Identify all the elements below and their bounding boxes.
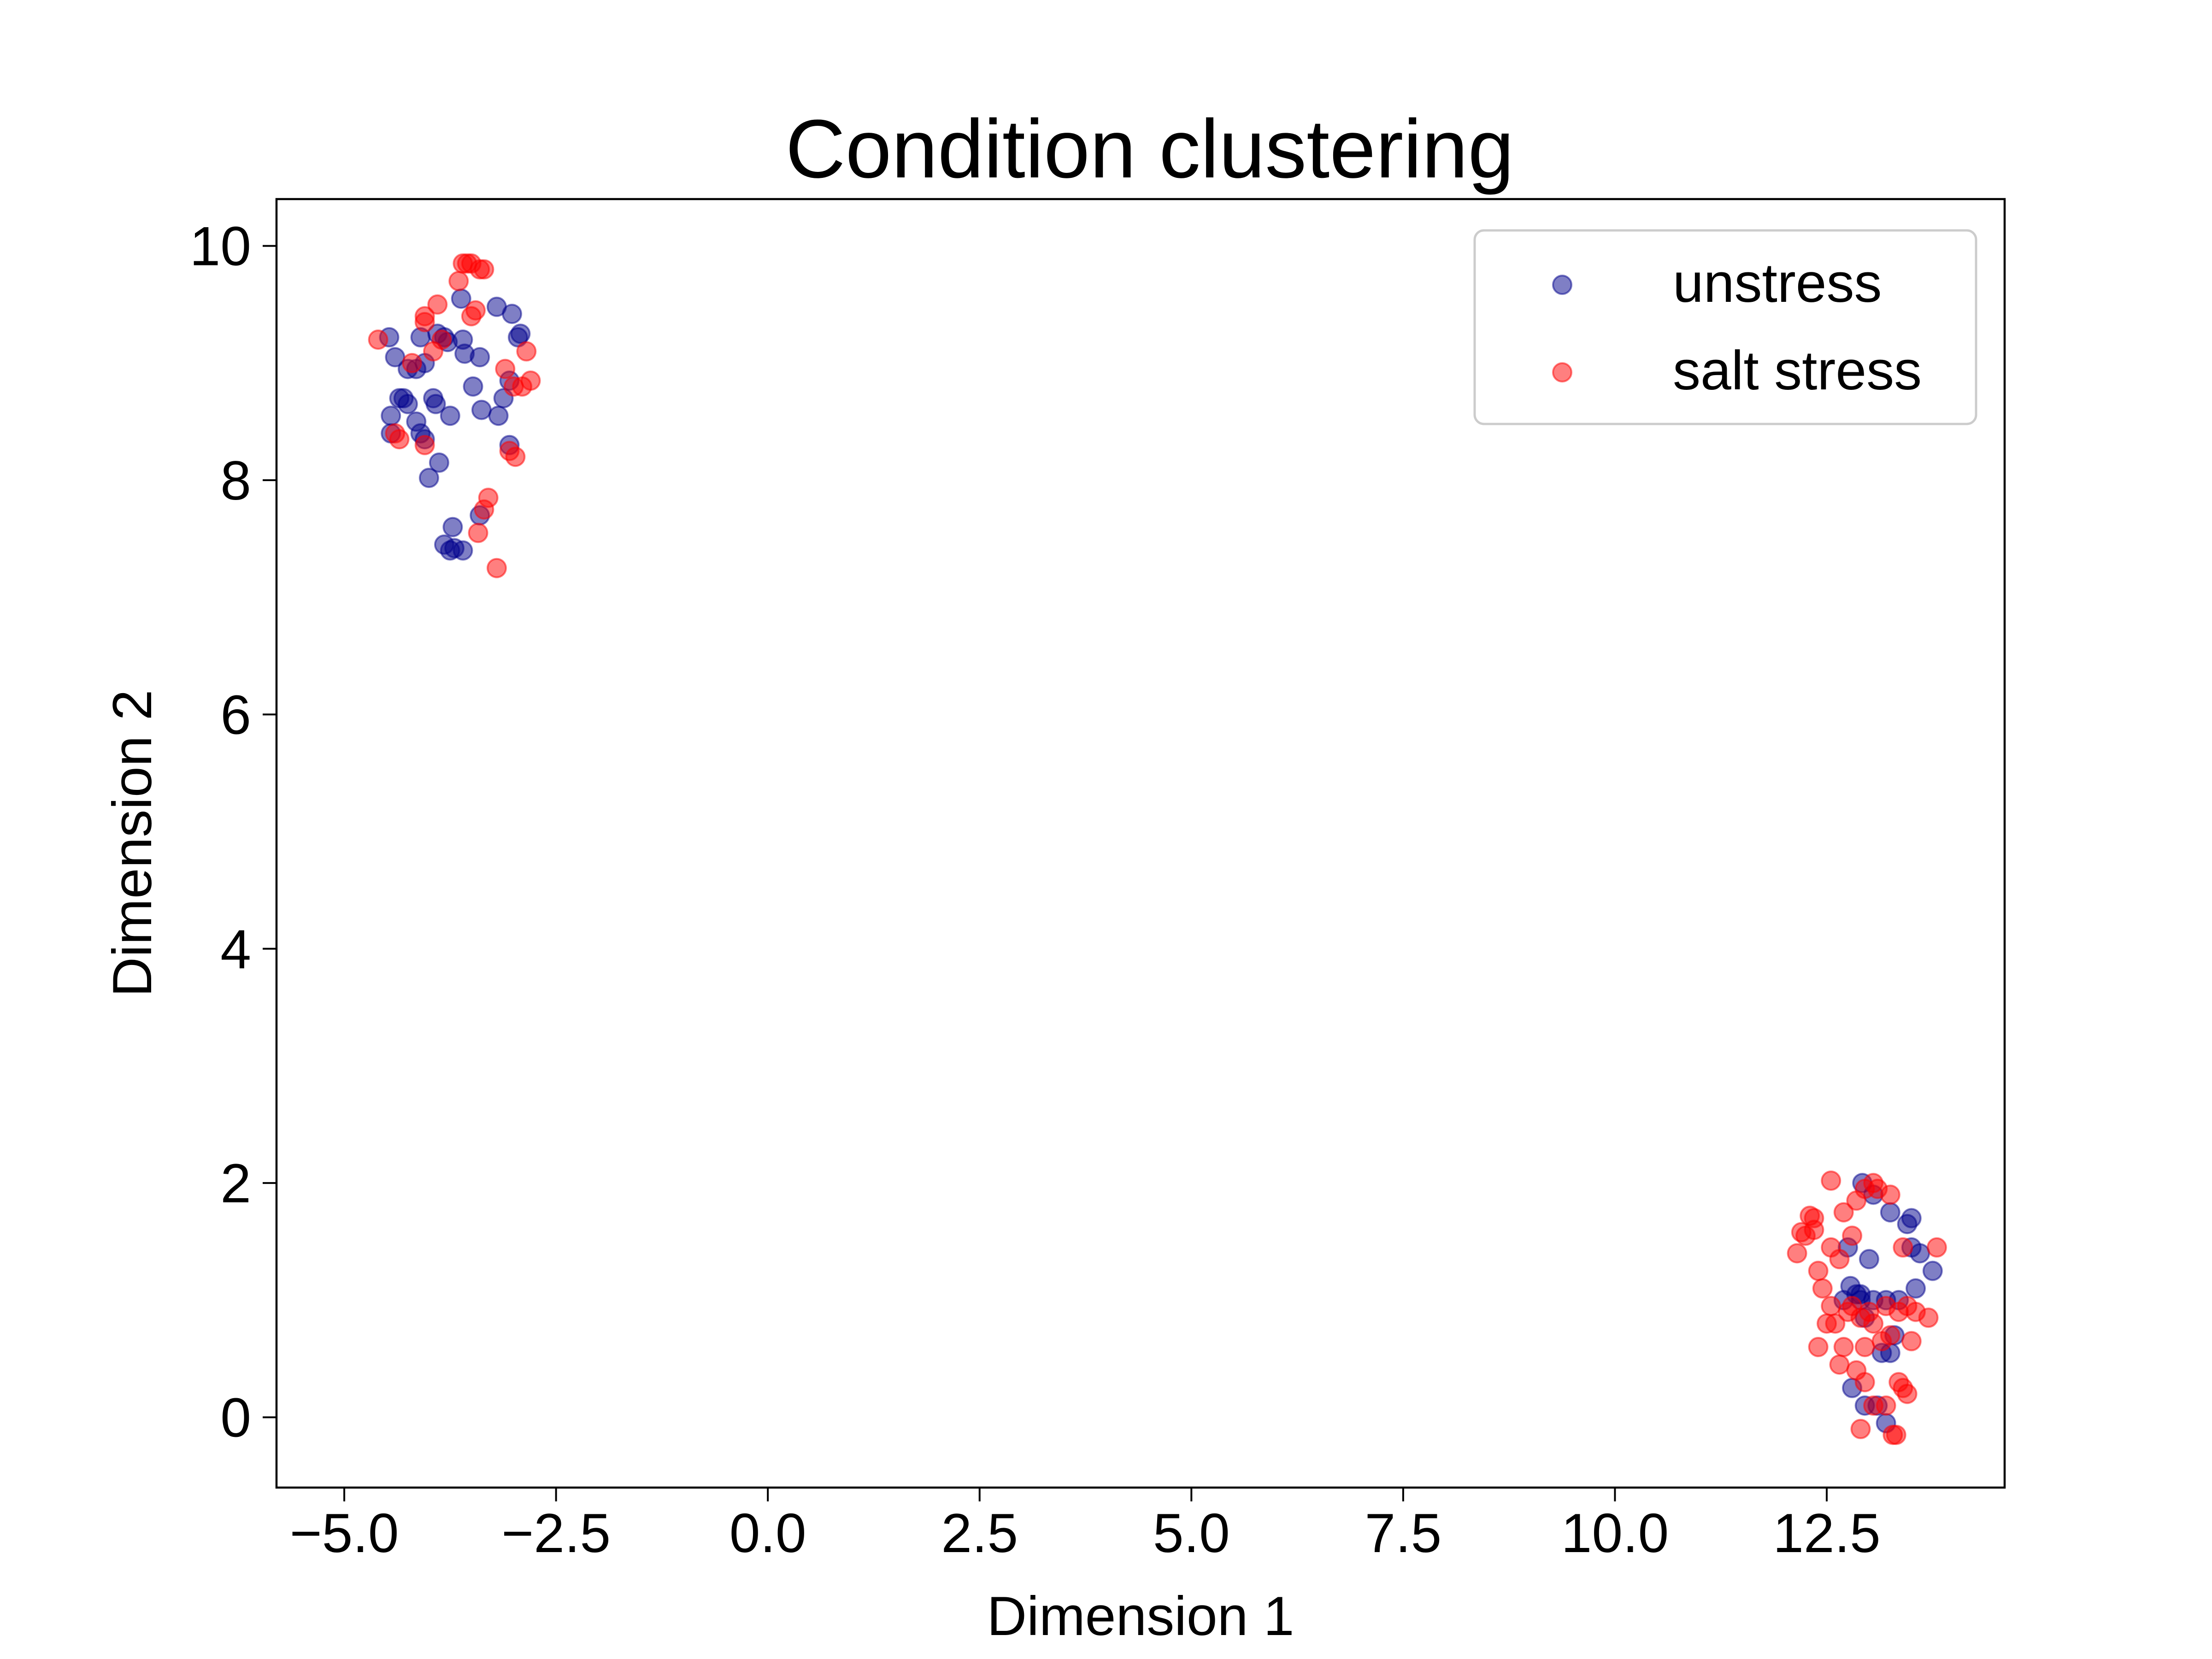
point-salt-stress-46 bbox=[1812, 1278, 1833, 1299]
legend: unstress salt stress bbox=[1473, 229, 1977, 425]
point-unstress-62 bbox=[1910, 1243, 1930, 1264]
y-tick-label-3: 6 bbox=[220, 684, 251, 746]
x-tick-label-7: 12.5 bbox=[1773, 1502, 1881, 1564]
point-unstress-26 bbox=[440, 406, 460, 426]
point-salt-stress-0 bbox=[368, 329, 388, 350]
point-salt-stress-50 bbox=[1808, 1337, 1829, 1357]
point-unstress-16 bbox=[510, 324, 531, 344]
point-salt-stress-75 bbox=[1893, 1237, 1913, 1258]
point-salt-stress-19 bbox=[505, 447, 526, 467]
point-salt-stress-60 bbox=[1880, 1325, 1900, 1346]
point-unstress-12 bbox=[470, 347, 490, 368]
point-salt-stress-13 bbox=[495, 359, 516, 379]
point-salt-stress-2 bbox=[414, 306, 435, 327]
chart-title: Condition clustering bbox=[786, 103, 1514, 195]
y-tick-label-0: 0 bbox=[220, 1387, 251, 1448]
point-unstress-39 bbox=[453, 540, 473, 561]
point-salt-stress-57 bbox=[1859, 1301, 1879, 1322]
point-salt-stress-21 bbox=[389, 429, 410, 450]
point-salt-stress-76 bbox=[1926, 1237, 1947, 1258]
point-unstress-29 bbox=[488, 406, 509, 426]
legend-marker-salt-stress bbox=[1552, 362, 1572, 382]
plot-frame bbox=[275, 198, 2006, 1489]
x-axis-ticks: −5.0 −2.5 0.0 2.5 5.0 7.5 10.0 12.5 bbox=[290, 1488, 1881, 1564]
point-salt-stress-44 bbox=[1833, 1202, 1854, 1223]
point-salt-stress-78 bbox=[1846, 1360, 1867, 1381]
legend-box bbox=[1473, 229, 1977, 425]
point-salt-stress-35 bbox=[1787, 1243, 1807, 1264]
x-tick-label-6: 10.0 bbox=[1561, 1502, 1669, 1564]
legend-label-salt-stress: salt stress bbox=[1673, 340, 1922, 401]
x-tick-label-3: 2.5 bbox=[941, 1502, 1018, 1564]
y-tick-label-1: 2 bbox=[220, 1153, 251, 1214]
point-salt-stress-27 bbox=[486, 558, 507, 578]
x-tick-label-0: −5.0 bbox=[290, 1502, 399, 1564]
point-salt-stress-12 bbox=[461, 306, 482, 327]
x-tick-label-5: 7.5 bbox=[1365, 1502, 1441, 1564]
point-unstress-14 bbox=[502, 304, 522, 324]
point-salt-stress-5 bbox=[448, 271, 469, 291]
point-unstress-60 bbox=[1901, 1208, 1922, 1229]
x-axis-label: Dimension 1 bbox=[987, 1585, 1294, 1647]
point-salt-stress-72 bbox=[1876, 1395, 1896, 1416]
point-salt-stress-38 bbox=[1842, 1225, 1863, 1246]
point-salt-stress-64 bbox=[1918, 1307, 1939, 1328]
point-unstress-28 bbox=[471, 400, 492, 420]
point-unstress-20 bbox=[397, 394, 418, 414]
x-tick-label-2: 0.0 bbox=[729, 1502, 806, 1564]
point-unstress-58 bbox=[1880, 1202, 1900, 1223]
x-tick-label-1: −2.5 bbox=[501, 1502, 611, 1564]
point-unstress-33 bbox=[418, 468, 439, 488]
point-salt-stress-49 bbox=[1817, 1313, 1837, 1334]
point-salt-stress-22 bbox=[414, 435, 435, 455]
point-salt-stress-10 bbox=[474, 259, 494, 280]
y-tick-label-5: 10 bbox=[190, 216, 251, 277]
y-tick-label-4: 8 bbox=[220, 450, 251, 512]
point-salt-stress-28 bbox=[402, 353, 423, 373]
point-salt-stress-17 bbox=[520, 371, 541, 391]
legend-marker-unstress bbox=[1552, 275, 1572, 295]
point-salt-stress-77 bbox=[1837, 1301, 1858, 1322]
point-unstress-25 bbox=[425, 394, 446, 414]
point-salt-stress-43 bbox=[1880, 1184, 1900, 1205]
point-unstress-46 bbox=[1859, 1249, 1879, 1270]
point-salt-stress-65 bbox=[1901, 1331, 1922, 1352]
point-salt-stress-71 bbox=[1850, 1418, 1871, 1439]
point-salt-stress-37 bbox=[1829, 1249, 1850, 1270]
point-salt-stress-26 bbox=[468, 523, 488, 543]
point-unstress-27 bbox=[463, 376, 483, 397]
point-unstress-63 bbox=[1922, 1260, 1943, 1281]
point-salt-stress-74 bbox=[1886, 1424, 1906, 1445]
point-salt-stress-16 bbox=[516, 341, 537, 362]
point-salt-stress-23 bbox=[431, 329, 452, 350]
point-salt-stress-68 bbox=[1893, 1377, 1913, 1398]
point-salt-stress-55 bbox=[1854, 1337, 1875, 1357]
y-axis-label: Dimension 2 bbox=[101, 690, 163, 997]
point-salt-stress-51 bbox=[1833, 1337, 1854, 1357]
point-salt-stress-52 bbox=[1829, 1354, 1850, 1375]
point-salt-stress-25 bbox=[474, 499, 494, 520]
point-salt-stress-29 bbox=[1821, 1171, 1841, 1191]
point-salt-stress-4 bbox=[427, 294, 448, 315]
legend-label-unstress: unstress bbox=[1673, 252, 1882, 314]
point-unstress-17 bbox=[381, 406, 401, 426]
point-unstress-64 bbox=[1906, 1278, 1926, 1299]
points-layer bbox=[368, 253, 1947, 1445]
point-salt-stress-45 bbox=[1808, 1260, 1829, 1281]
y-axis-ticks: 0 2 4 6 8 10 bbox=[190, 216, 276, 1448]
y-tick-label-2: 4 bbox=[220, 918, 251, 980]
point-salt-stress-47 bbox=[1821, 1296, 1841, 1316]
point-salt-stress-34 bbox=[1804, 1219, 1824, 1240]
point-unstress-35 bbox=[442, 517, 463, 537]
point-unstress-34 bbox=[429, 452, 449, 473]
x-tick-label-4: 5.0 bbox=[1153, 1502, 1230, 1564]
